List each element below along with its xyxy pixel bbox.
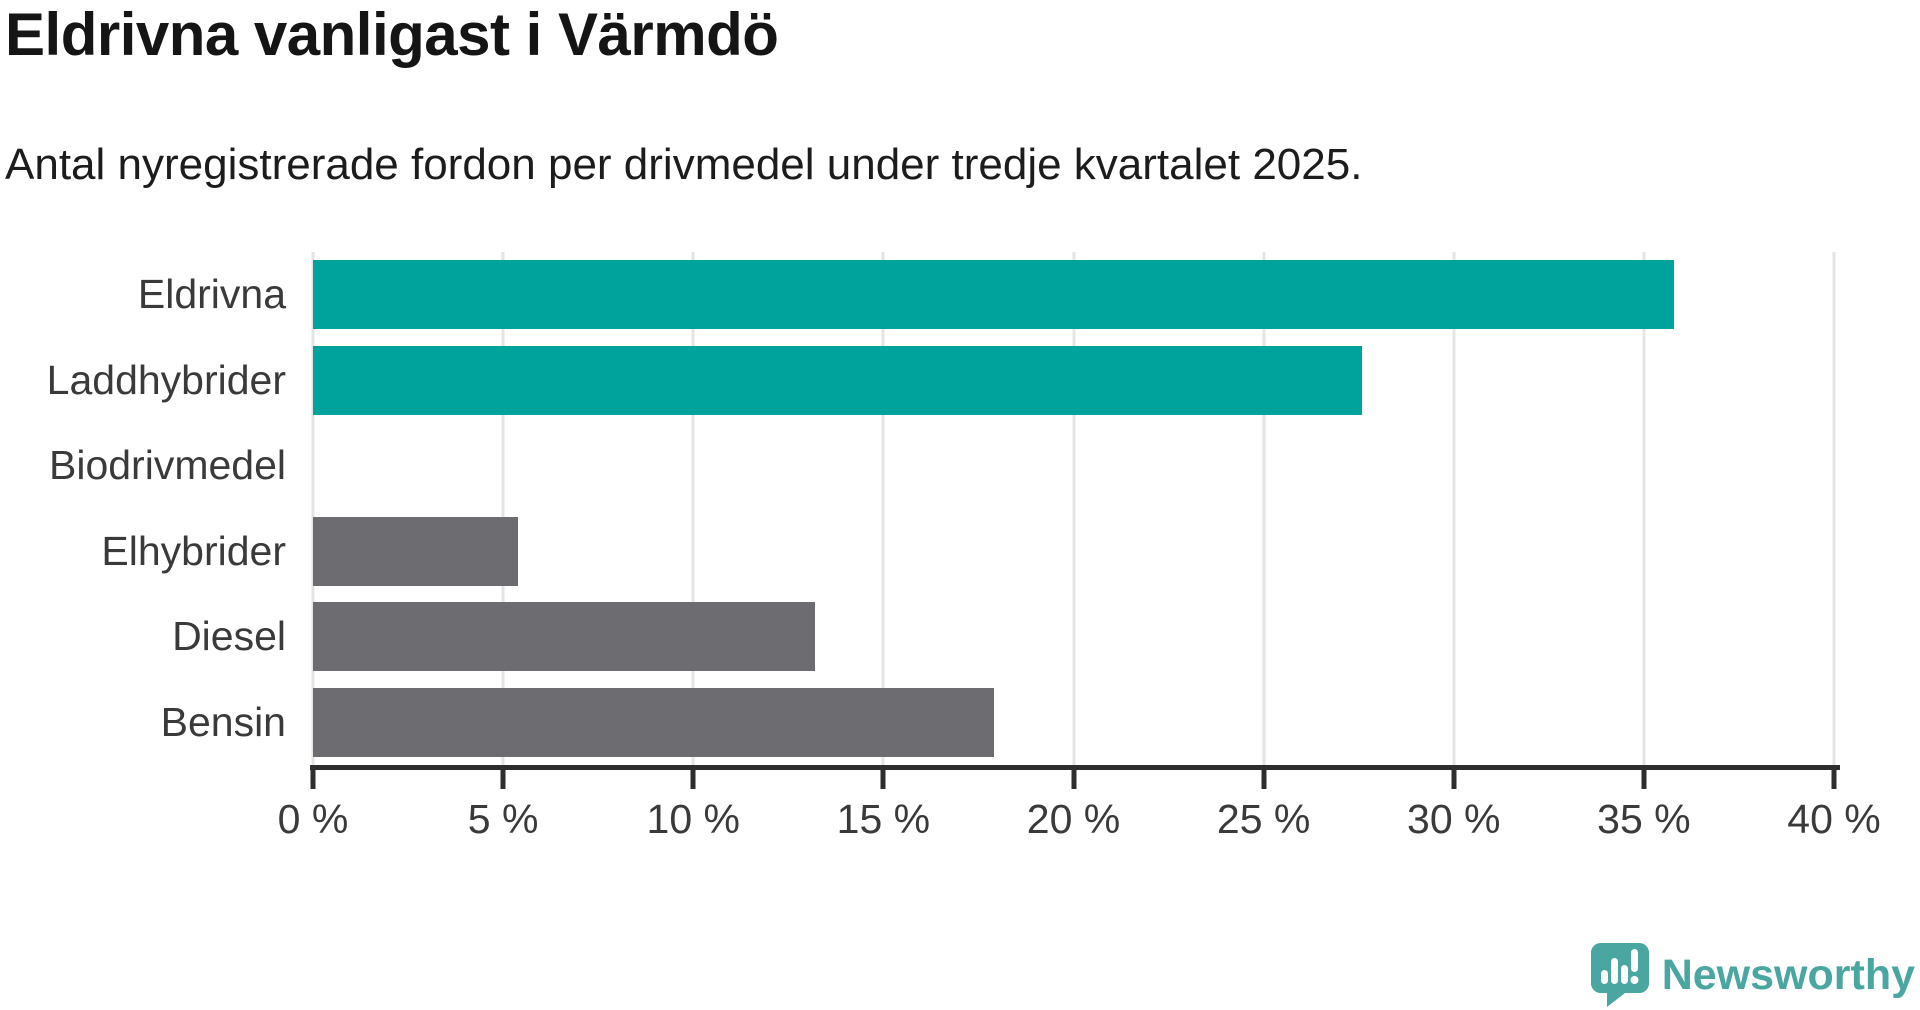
x-tick-label: 20 % [1026,796,1121,842]
gridline [691,252,695,765]
newsworthy-logo-text: Newsworthy [1661,950,1915,999]
chart-title: Eldrivna vanligast i Värmdö [5,1,779,68]
gridline [881,252,885,765]
newsworthy-speech-bubble-bar-chart-icon [1590,943,1649,1007]
gridline [311,252,315,765]
bar-eldrivna [313,260,1675,329]
axis-tick [310,765,316,789]
x-tick-label: 30 % [1407,796,1501,842]
y-label-eldrivna: Eldrivna [137,271,286,318]
x-tick-label: 40 % [1787,796,1881,842]
axis-tick [1831,765,1837,789]
axis-tick [690,765,696,789]
y-label-biodrivmedel: Biodrivmedel [49,442,286,489]
axis-tick [880,765,886,789]
bar-elhybrider [313,516,519,586]
bar-bensin [313,687,994,757]
axis-tick [1261,765,1267,789]
bar-row [313,594,1834,680]
gridline [1072,252,1075,765]
bar-row [313,338,1834,424]
plot-area [311,252,1836,765]
newsworthy-logo: Newsworthy [1590,943,1915,1007]
bar-row [313,423,1834,509]
y-label-bensin: Bensin [160,698,286,745]
gridline [1832,252,1836,765]
gridline [1262,252,1266,765]
y-label-elhybrider: Elhybrider [101,527,286,574]
bar-row [313,509,1834,595]
axis-tick [1641,765,1647,789]
chart-subtitle: Antal nyregistrerade fordon per drivmede… [5,140,1363,189]
x-tick-label: 15 % [836,796,931,842]
x-tick-label: 35 % [1597,796,1691,842]
x-axis-ticks [310,765,1837,791]
axis-tick [500,765,506,789]
bar-row [313,680,1834,766]
x-axis-tick-labels: 0 % 5 % 10 % 15 % 20 % 25 % 30 % 35 % 40… [278,796,1881,848]
x-tick-label: 25 % [1216,796,1311,842]
gridline [501,252,505,765]
bar-row [313,252,1834,338]
bar-laddhybrider [313,345,1363,415]
gridline [1452,252,1456,765]
y-label-laddhybrider: Laddhybrider [46,356,286,403]
x-tick-label: 5 % [467,796,539,842]
x-tick-label: 0 % [277,796,349,842]
y-axis-labels: Eldrivna Laddhybrider Biodrivmedel Elhyb… [0,252,286,765]
bar-rows [313,252,1834,765]
axis-tick [1071,765,1076,789]
gridline [1642,252,1646,765]
axis-tick [1451,765,1457,789]
bar-diesel [313,602,815,671]
y-label-diesel: Diesel [172,613,286,660]
x-tick-label: 10 % [646,796,740,842]
